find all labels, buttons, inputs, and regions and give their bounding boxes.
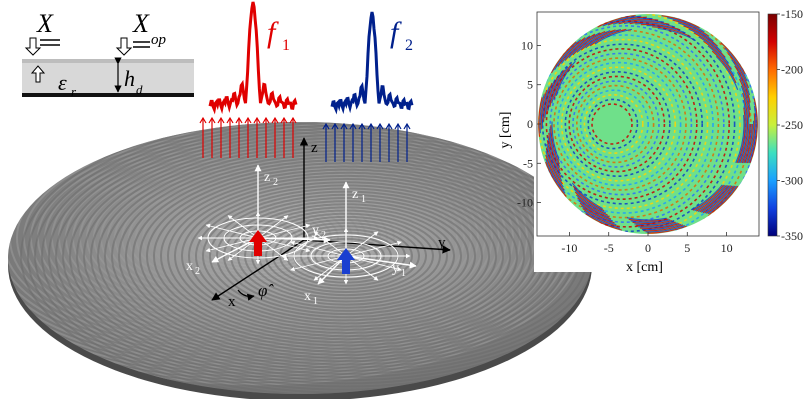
ground-plane xyxy=(22,93,194,97)
surface-symbol: X xyxy=(36,9,54,38)
dipole-source-arrow-1 xyxy=(337,248,355,274)
map-y-tick-label: 0 xyxy=(527,117,533,131)
down-arrow-icon xyxy=(115,37,133,56)
map-x-axis-label: x [cm] xyxy=(626,260,663,275)
colorbar-tick-label: -250 xyxy=(781,118,803,132)
dipole-source-arrow-2 xyxy=(249,230,267,256)
beam-rays-f1 xyxy=(199,116,297,158)
source1-x-sub: 1 xyxy=(313,296,318,307)
source2-z-sub: 2 xyxy=(273,177,278,188)
map-x-tick-label: 5 xyxy=(684,241,690,255)
source-2-coordinates: z 2 y 2 x 2 xyxy=(186,164,331,277)
impedance-map-inset: -10 -5 0 5 10 10 5 0 -5 -10 x [cm] y [cm] -150 -2… xyxy=(498,6,803,275)
source2-y-sub: 2 xyxy=(321,230,326,241)
down-arrow-icon xyxy=(24,37,42,56)
map-y-tick-label: -5 xyxy=(523,156,533,170)
radiation-lobe-f1 xyxy=(208,1,298,115)
map-y-axis-label: y [cm] xyxy=(498,112,513,149)
radiation-lobe-f2 xyxy=(330,11,414,115)
permittivity-symbol: ε xyxy=(58,70,67,95)
map-x-ticks: -10 -5 0 5 10 xyxy=(561,232,733,255)
global-x-label: x xyxy=(228,294,236,310)
global-z-label: z xyxy=(311,140,318,156)
map-y-ticks: 10 5 0 -5 -10 xyxy=(517,38,541,210)
source1-y-label: y xyxy=(392,261,399,276)
map-x-tick-label: -10 xyxy=(561,241,577,255)
source-1-coordinates: z 1 y 1 x 1 xyxy=(281,181,417,307)
source1-z-label: z xyxy=(352,187,358,202)
map-y-tick-label: -10 xyxy=(517,196,533,210)
colorbar-tick-label: -300 xyxy=(781,174,803,188)
height-subscript: d xyxy=(136,82,143,97)
up-arrow-icon xyxy=(30,65,46,83)
map-x-tick-label: 10 xyxy=(721,241,733,255)
beam-rays-f2 xyxy=(322,122,411,162)
source1-x-label: x xyxy=(304,289,311,304)
layer-stack-inset: X X op ε r h d xyxy=(22,9,194,99)
colorbar-tick-label: -200 xyxy=(781,63,803,77)
colorbar xyxy=(767,13,778,237)
impedance-sheet xyxy=(22,59,194,63)
source2-z-label: z xyxy=(264,170,270,185)
op-subscript: op xyxy=(151,32,167,48)
map-x-tick-label: 0 xyxy=(645,241,651,255)
map-x-tick-label: -5 xyxy=(604,241,614,255)
source1-y-sub: 1 xyxy=(401,268,406,279)
permittivity-subscript: r xyxy=(71,84,77,99)
source1-z-sub: 1 xyxy=(361,194,366,205)
global-y-label: y xyxy=(438,235,446,251)
source2-y-label: y xyxy=(312,223,319,238)
height-symbol: h xyxy=(124,66,135,91)
source2-x-label: x xyxy=(186,259,193,274)
f1-subscript: 1 xyxy=(282,37,290,54)
f2-subscript: 2 xyxy=(405,37,413,54)
colorbar-ticks: -150 -200 -250 -300 -350 xyxy=(777,7,803,243)
map-y-tick-label: 10 xyxy=(521,38,533,52)
colorbar-tick-label: -150 xyxy=(781,7,803,21)
beam-pattern-f1: f 1 xyxy=(199,1,298,158)
colorbar-tick-label: -350 xyxy=(781,229,803,243)
f1-label: f xyxy=(267,16,279,49)
f2-label: f xyxy=(390,16,402,49)
surface-symbol-op: X xyxy=(132,9,150,38)
substrate-layer xyxy=(22,60,194,94)
source2-x-sub: 2 xyxy=(195,266,200,277)
map-y-tick-label: 5 xyxy=(527,78,533,92)
